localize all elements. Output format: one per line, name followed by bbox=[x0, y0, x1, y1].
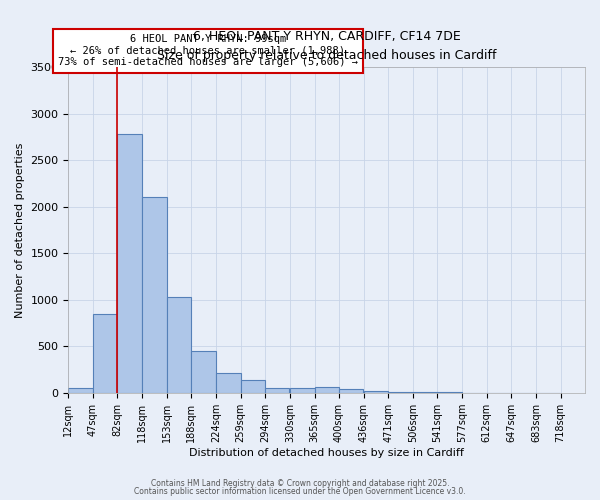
X-axis label: Distribution of detached houses by size in Cardiff: Distribution of detached houses by size … bbox=[189, 448, 464, 458]
Bar bbox=[339, 390, 364, 392]
Text: Contains HM Land Registry data © Crown copyright and database right 2025.: Contains HM Land Registry data © Crown c… bbox=[151, 478, 449, 488]
Bar bbox=[93, 314, 117, 392]
Title: 6, HEOL PANT Y RHYN, CARDIFF, CF14 7DE
Size of property relative to detached hou: 6, HEOL PANT Y RHYN, CARDIFF, CF14 7DE S… bbox=[157, 30, 496, 62]
Bar bbox=[314, 387, 339, 392]
Bar bbox=[265, 388, 289, 392]
Bar bbox=[167, 297, 191, 392]
Bar bbox=[68, 388, 93, 392]
Bar bbox=[364, 391, 388, 392]
Bar bbox=[191, 351, 215, 393]
Bar bbox=[241, 380, 265, 392]
Y-axis label: Number of detached properties: Number of detached properties bbox=[15, 142, 25, 318]
Bar bbox=[142, 198, 167, 392]
Text: Contains public sector information licensed under the Open Government Licence v3: Contains public sector information licen… bbox=[134, 487, 466, 496]
Text: 6 HEOL PANT Y RHYN: 99sqm
← 26% of detached houses are smaller (1,988)
73% of se: 6 HEOL PANT Y RHYN: 99sqm ← 26% of detac… bbox=[58, 34, 358, 68]
Bar bbox=[117, 134, 142, 392]
Bar bbox=[216, 373, 241, 392]
Bar bbox=[290, 388, 314, 392]
